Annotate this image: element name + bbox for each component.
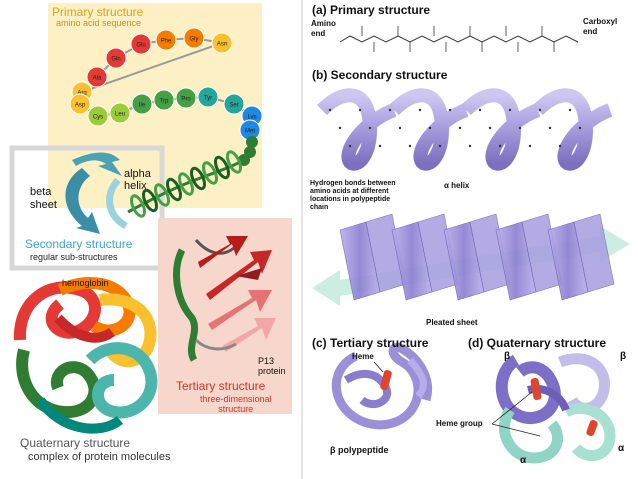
heme-label-c: Heme bbox=[352, 352, 374, 361]
amino-acid-chain: Ala Gln Glu Phe Gly Asn Arg Asp Cys Leu Ile Trp Pro T… bbox=[69, 27, 263, 166]
quaternary-tubes bbox=[491, 353, 616, 464]
amino-acid-bead: Gln bbox=[105, 47, 127, 69]
amino-acid-label: Tyr bbox=[204, 96, 212, 102]
amino-acid-label: Ala bbox=[93, 76, 102, 82]
hbond-caption: Hydrogen bonds between amino acids at di… bbox=[310, 180, 396, 211]
carboxyl-end-label: Carboxyl end bbox=[583, 17, 618, 36]
amino-acid-label: Glu bbox=[136, 43, 145, 49]
primary-structure-subtitle: amino acid sequence bbox=[56, 18, 142, 28]
alpha-subunit-label-1: α bbox=[520, 455, 527, 466]
beta-subunit-label-2: β bbox=[620, 351, 627, 362]
beta-polypeptide-label: β polypeptide bbox=[330, 445, 389, 455]
tertiary-structure-subtitle: three-dimensional structure bbox=[200, 394, 272, 414]
alpha-helix-ribbon bbox=[317, 88, 613, 171]
primary-backbone-formula bbox=[339, 26, 579, 52]
hemoglobin-model bbox=[13, 277, 158, 434]
amino-acid-bead: Ser bbox=[223, 93, 245, 115]
secondary-structure-subtitle: regular sub-structures bbox=[30, 252, 118, 262]
quaternary-structure-title: Quaternary structure bbox=[20, 436, 131, 450]
alpha-helix-label: α helix bbox=[444, 181, 470, 190]
amino-acid-label: Asn bbox=[217, 42, 227, 48]
amino-acid-bead: Cys bbox=[87, 105, 109, 127]
alpha-helix-coil bbox=[127, 150, 249, 218]
panel-d-title: (d) Quaternary structure bbox=[468, 336, 607, 350]
amino-acid-label: Trp bbox=[160, 99, 169, 105]
alpha-subunit-label-2: α bbox=[618, 443, 625, 454]
amino-acid-bead-tail bbox=[246, 136, 258, 148]
pleated-sheet-label: Pleated sheet bbox=[426, 318, 478, 327]
amino-acid-bead: Gly bbox=[183, 27, 205, 49]
amino-acid-bead: Ala bbox=[86, 66, 108, 88]
secondary-alpha-label: alpha helix bbox=[124, 168, 151, 192]
heme-group-d1 bbox=[530, 377, 542, 401]
amino-acid-label: Ile bbox=[139, 103, 146, 109]
panel-a-title: (a) Primary structure bbox=[312, 3, 431, 17]
amino-acid-label: Met bbox=[245, 129, 255, 135]
p13-protein-ribbon bbox=[173, 236, 276, 362]
amino-acid-label: Phe bbox=[161, 39, 172, 45]
amino-acid-label: Cys bbox=[93, 115, 103, 121]
pleated-sheet bbox=[312, 213, 630, 306]
secondary-structure-frame bbox=[9, 145, 165, 271]
panel-c-title: (c) Tertiary structure bbox=[312, 336, 429, 350]
heme-group-label: Heme group bbox=[436, 419, 483, 428]
beta-subunit-label-1: β bbox=[504, 351, 511, 362]
tertiary-protein-label: P13 protein bbox=[258, 356, 286, 376]
secondary-structure-title: Secondary structure bbox=[25, 237, 133, 251]
amino-acid-bead: Phe bbox=[155, 29, 177, 51]
beta-sheet-arrows bbox=[65, 152, 128, 234]
amino-acid-bead: Glu bbox=[130, 33, 152, 55]
amino-acid-bead: Trp bbox=[153, 89, 175, 111]
primary-structure-title: Primary structure bbox=[52, 5, 144, 19]
quaternary-structure-subtitle: complex of protein molecules bbox=[28, 451, 171, 463]
amino-acid-label: Asp bbox=[75, 103, 86, 109]
amino-acid-bead: Tyr bbox=[197, 86, 219, 108]
amino-acid-label: Gly bbox=[190, 37, 199, 43]
amino-acid-label: Leu bbox=[115, 112, 125, 118]
secondary-beta-label: beta sheet bbox=[30, 186, 57, 211]
tertiary-structure-title: Tertiary structure bbox=[176, 379, 266, 393]
amino-acid-bead: Leu bbox=[109, 102, 131, 124]
amino-acid-label: Arg bbox=[77, 91, 86, 97]
heme-group-c bbox=[380, 369, 392, 391]
panel-b-title: (b) Secondary structure bbox=[312, 68, 448, 82]
amino-acid-label: Lys bbox=[247, 115, 256, 121]
amino-acid-bead: Asn bbox=[211, 32, 233, 54]
amino-acid-bead: Ile bbox=[131, 93, 153, 115]
amino-acid-label: Pro bbox=[181, 97, 191, 103]
amino-acid-label: Ser bbox=[229, 103, 238, 109]
amino-end-label: Amino end bbox=[311, 19, 336, 38]
hemoglobin-label: hemoglobin bbox=[62, 278, 109, 288]
tertiary-tube bbox=[331, 342, 432, 430]
heme-group-d2 bbox=[586, 419, 598, 437]
amino-acid-label: Gln bbox=[111, 57, 120, 63]
amino-acid-bead: Asp bbox=[69, 93, 91, 115]
amino-acid-bead: Pro bbox=[175, 87, 197, 109]
